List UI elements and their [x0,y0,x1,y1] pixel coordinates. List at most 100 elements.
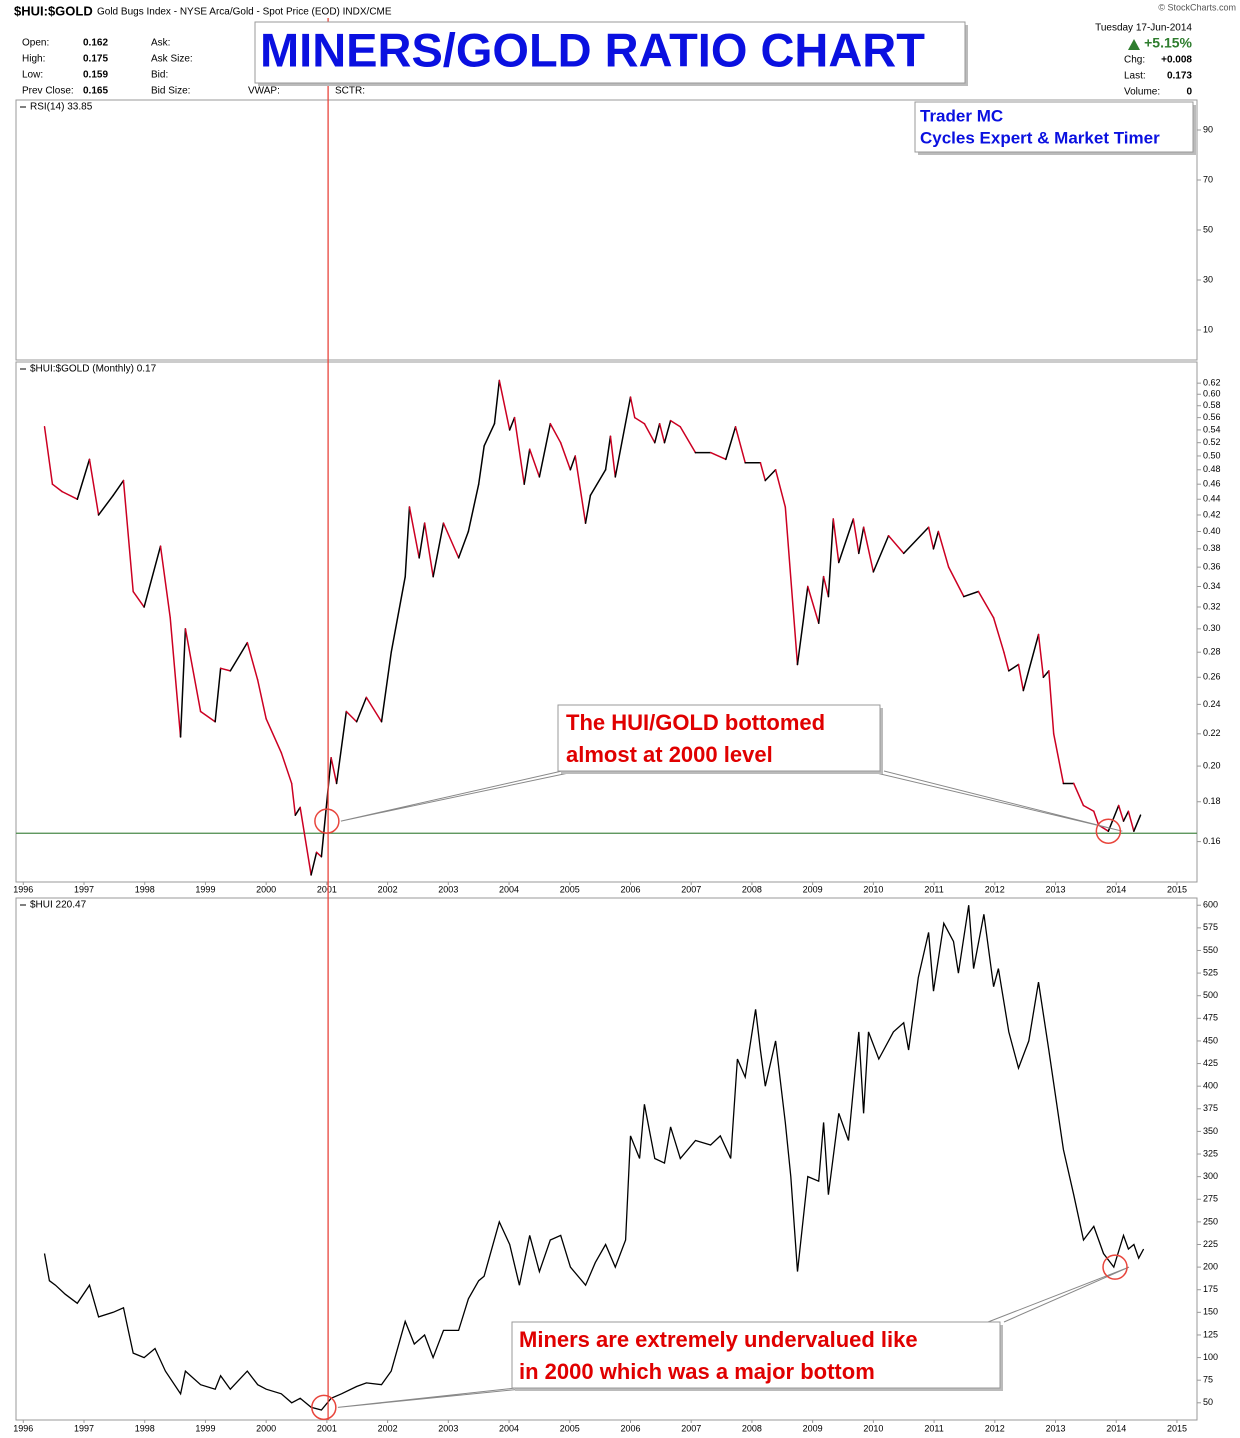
price-segment [1052,733,1065,785]
price-segment [528,448,541,478]
date: Tuesday 17-Jun-2014 [1095,23,1192,34]
y-tick-label: 250 [1203,1216,1218,1226]
price-segment [1022,633,1040,692]
price-segment [872,534,890,573]
x-tick-label: 2003 [438,1423,458,1433]
y-tick-label: 450 [1203,1035,1218,1045]
y-tick-label: 150 [1203,1307,1218,1317]
y-tick-label: 100 [1203,1352,1218,1362]
quote-value: 0.175 [83,54,108,65]
price-segment [219,667,232,672]
price-segment [1003,651,1010,672]
y-tick-label: 600 [1203,900,1218,910]
panel-title: $HUI 220.47 [30,900,87,911]
price-segment [1133,814,1142,832]
up-triangle [1128,39,1140,50]
price-segment [1122,810,1130,822]
price-segment [265,718,283,754]
quote-label: High: [22,54,45,65]
x-tick-label: 2010 [863,884,883,894]
highlight-circle [314,808,340,834]
price-segment [658,422,666,444]
x-tick-label: 2006 [620,1423,640,1433]
author-text: Trader MC [920,106,1003,125]
price-segment [604,435,612,471]
y-tick-label: 90 [1203,124,1213,134]
quote-label: Ask Size: [151,54,193,65]
price-segment [423,522,434,578]
x-tick-label: 2000 [256,1423,276,1433]
x-tick-label: 1997 [74,1423,94,1433]
price-segment [1127,810,1135,832]
price-segment [290,782,297,816]
panel-title: $HUI:$GOLD (Monthly) 0.17 [30,364,157,375]
y-tick-label: 0.26 [1203,672,1221,682]
price-segment [709,451,727,461]
price-segment [584,494,592,524]
quote-value: 0.162 [83,38,108,49]
highlight-circle [1102,1254,1128,1280]
callout-text: Miners are extremely undervalued like [519,1327,918,1352]
price-segment [862,526,875,573]
y-tick-label: 0.38 [1203,543,1221,553]
y-tick-label: 0.52 [1203,437,1221,447]
price-segment [355,696,368,723]
x-tick-label: 2007 [681,884,701,894]
x-tick-label: 2003 [438,884,458,894]
price-segment [320,756,332,858]
x-tick-label: 1999 [195,1423,215,1433]
price-segment [61,490,79,500]
price-segment [759,462,767,482]
price-segment [404,506,411,578]
x-tick-label: 1996 [13,884,33,894]
y-tick-label: 70 [1203,174,1213,184]
price-segment [199,710,216,723]
price-segment [764,469,777,482]
price-segment [246,641,259,681]
panel-title: RSI(14) 33.85 [30,102,93,113]
y-tick-label: 300 [1203,1171,1218,1181]
price-segment [963,590,980,598]
y-tick-label: 0.54 [1203,424,1221,434]
highlight-circle [1095,818,1122,844]
x-tick-label: 2011 [924,1423,943,1433]
price-segment [43,426,54,485]
y-tick-label: 0.28 [1203,647,1221,657]
y-tick-label: 0.36 [1203,562,1221,572]
quote-value: +0.008 [1161,55,1192,66]
x-tick-label: 2008 [742,1423,762,1433]
price-segment [902,526,930,555]
x-tick-label: 2001 [317,884,337,894]
price-segment [633,416,646,425]
x-tick-label: 1996 [13,1423,33,1433]
y-tick-label: 325 [1203,1148,1218,1158]
price-segment [1042,670,1050,679]
price-segment [76,458,91,500]
y-tick-label: 50 [1203,224,1213,234]
price-segment [477,445,485,485]
quote-value: 0.159 [83,70,108,81]
y-tick-label: 550 [1203,945,1218,955]
y-tick-label: 175 [1203,1284,1218,1294]
price-segment [122,479,134,593]
x-tick-label: 2010 [863,1423,883,1433]
price-segment [335,710,348,785]
y-tick-label: 0.42 [1203,509,1221,519]
price-segment [1017,663,1025,692]
x-tick-label: 2009 [803,1423,823,1433]
quote-label: Volume: [1124,87,1160,98]
y-tick-label: 10 [1203,324,1213,334]
price-segment [609,435,617,478]
price-segment [574,455,587,524]
price-segment [774,469,787,508]
price-segment [725,426,737,461]
x-tick-label: 1998 [135,1423,155,1433]
title-box [254,21,966,84]
price-segment [88,458,100,516]
price-segment [796,585,809,666]
price-segment [549,422,562,444]
x-tick-label: 2015 [1167,884,1187,894]
price-segment [184,628,202,713]
callout-text: in 2000 which was a major bottom [519,1359,875,1384]
